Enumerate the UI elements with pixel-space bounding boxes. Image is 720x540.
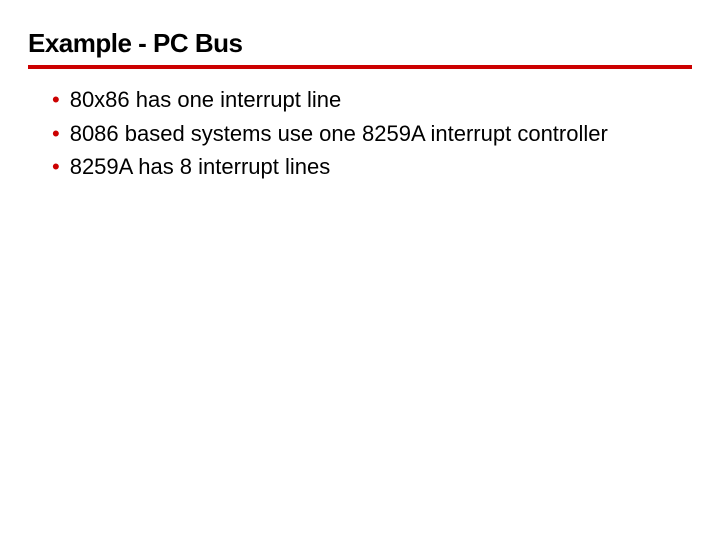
bullet-marker-icon: • [52,119,60,149]
bullet-text: 8259A has 8 interrupt lines [70,152,692,182]
bullet-text: 8086 based systems use one 8259A interru… [70,119,692,149]
bullet-text: 80x86 has one interrupt line [70,85,692,115]
list-item: • 8086 based systems use one 8259A inter… [52,119,692,149]
slide-title: Example - PC Bus [28,28,692,69]
bullet-list: • 80x86 has one interrupt line • 8086 ba… [28,85,692,182]
list-item: • 8259A has 8 interrupt lines [52,152,692,182]
list-item: • 80x86 has one interrupt line [52,85,692,115]
bullet-marker-icon: • [52,152,60,182]
bullet-marker-icon: • [52,85,60,115]
